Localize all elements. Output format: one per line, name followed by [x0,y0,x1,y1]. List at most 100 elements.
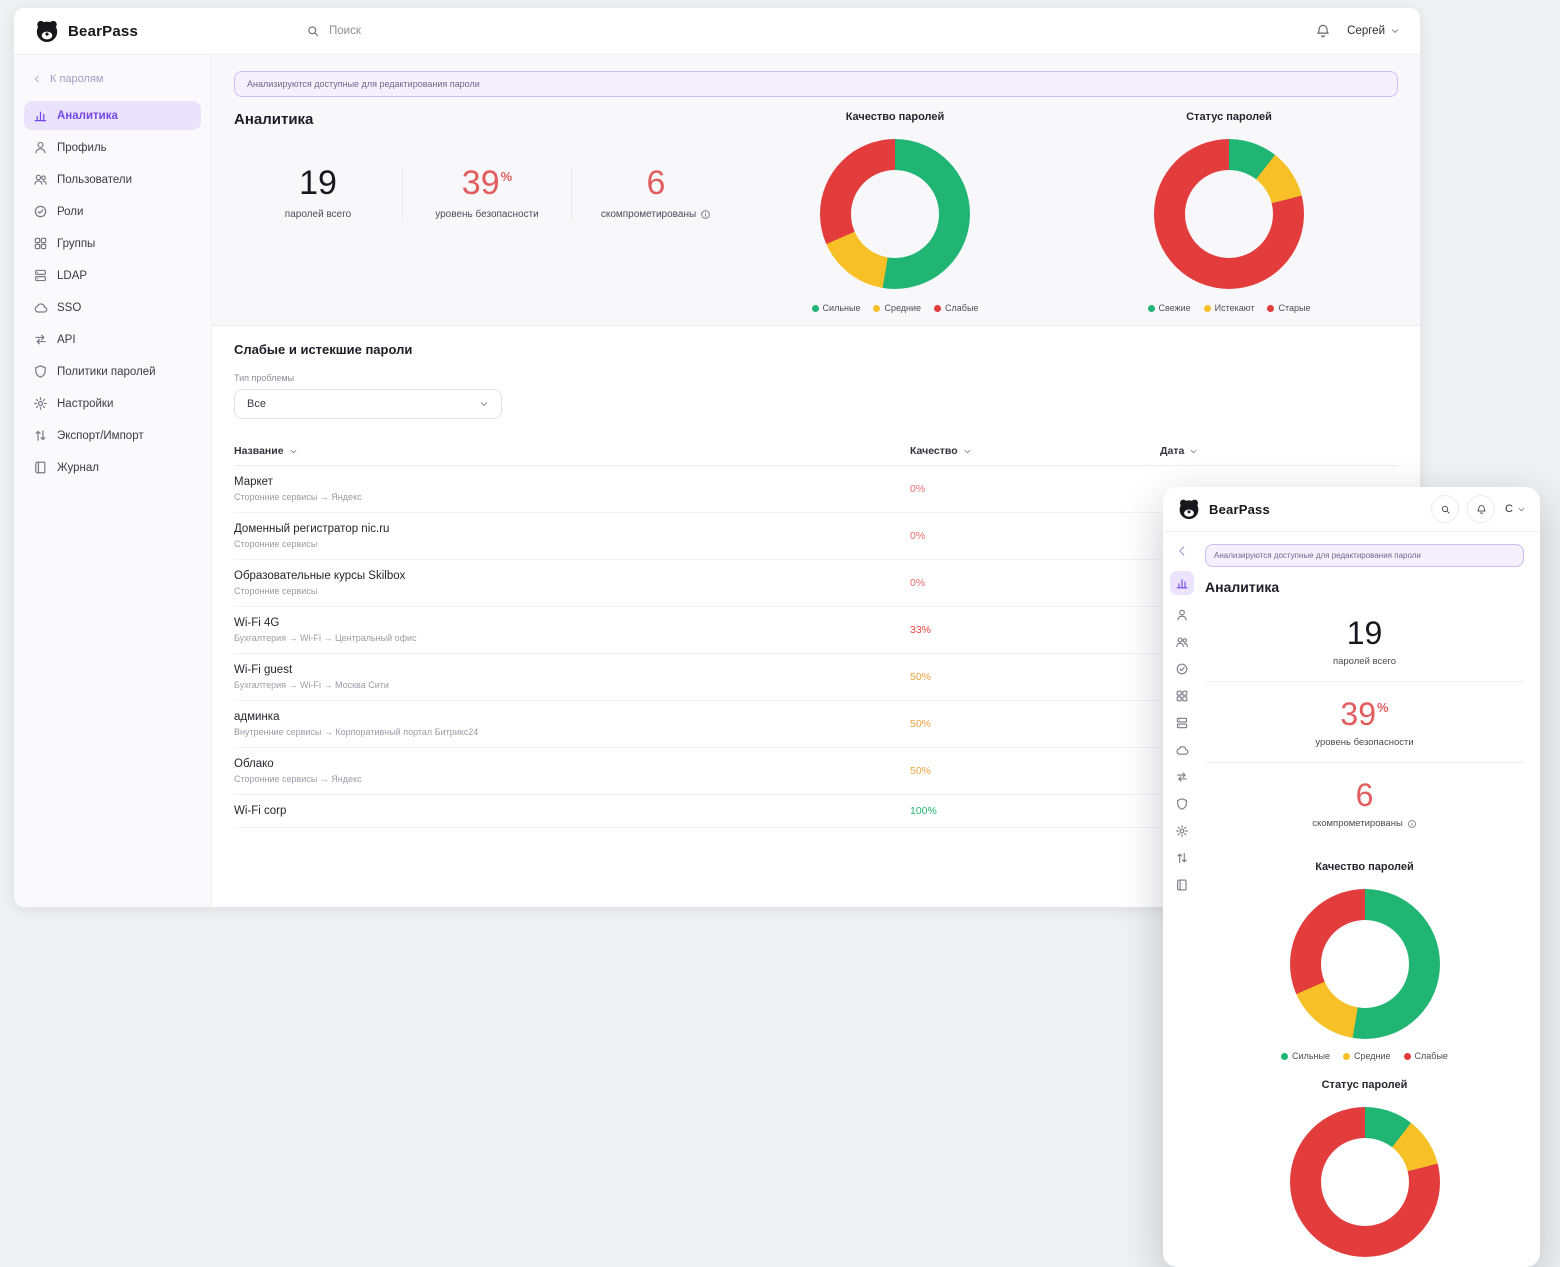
notifications-button[interactable] [1467,495,1495,523]
rail-journal-icon[interactable] [1175,878,1189,892]
rail-users-icon[interactable] [1175,635,1189,649]
stat-security-level: 39% уровень безопасности [1205,682,1524,763]
legend-item: Сильные [812,303,861,313]
row-name: Wi-Fi 4G [234,617,910,629]
rail-groups-icon[interactable] [1175,689,1189,703]
filter-label: Тип проблемы [234,373,1398,383]
stat-total-passwords: 19 паролей всего [234,166,402,220]
legend-dot [1343,1053,1350,1060]
row-name: Образовательные курсы Skilbox [234,570,910,582]
journal-icon [33,460,48,475]
users-icon [33,172,48,187]
bell-icon[interactable] [1315,23,1331,39]
back-to-passwords[interactable]: К паролям [24,67,201,91]
sidebar-item-5[interactable]: LDAP [24,261,201,290]
sidebar-item-1[interactable]: Профиль [24,133,201,162]
chart-title: Статус паролей [1094,111,1364,123]
column-name[interactable]: Название [234,437,910,466]
sidebar-item-6[interactable]: SSO [24,293,201,322]
mobile-rail [1163,532,1201,1267]
sidebar-item-3[interactable]: Роли [24,197,201,226]
sidebar-item-2[interactable]: Пользователи [24,165,201,194]
sort-caret-icon [963,447,972,456]
chevron-down-icon [1517,505,1526,514]
brand-name: BearPass [1209,502,1270,517]
sidebar-item-11[interactable]: Журнал [24,453,201,482]
stats-row: 19 паролей всего 39% уровень безопасност… [234,166,740,220]
rail-policies-icon[interactable] [1175,797,1189,811]
rail-sso-icon[interactable] [1175,743,1189,757]
legend-dot [1281,1053,1288,1060]
search-icon [306,24,320,38]
sidebar-item-10[interactable]: Экспорт/Импорт [24,421,201,450]
quality-donut-chart [820,139,970,289]
user-name: Сергей [1347,25,1385,37]
sidebar-item-7[interactable]: API [24,325,201,354]
chart-title: Статус паролей [1205,1079,1524,1091]
sidebar-item-4[interactable]: Группы [24,229,201,258]
rail-settings-icon[interactable] [1175,824,1189,838]
mobile-body: Анализируются доступные для редактирован… [1163,532,1540,1267]
legend-item: Свежие [1148,303,1191,313]
user-menu[interactable]: С [1505,503,1526,515]
analysis-banner: Анализируются доступные для редактирован… [1205,544,1524,567]
legend-dot [1267,305,1274,312]
row-path: Внутренние сервисы → Корпоративный порта… [234,727,910,737]
collapse-sidebar-button[interactable] [1175,544,1189,558]
sidebar-item-label: LDAP [57,270,87,282]
sidebar-item-0[interactable]: Аналитика [24,101,201,130]
rail-analytics-icon[interactable] [1170,571,1194,595]
row-quality: 0% [910,567,1160,599]
search-button[interactable] [1431,495,1459,523]
roles-icon [33,204,48,219]
mobile-rail-items [1170,571,1194,892]
legend-item: Средние [873,303,921,313]
status-legend: Свежие Истекают Старые [1094,303,1364,313]
info-icon[interactable] [1407,819,1417,829]
row-quality: 50% [910,755,1160,787]
status-donut-chart [1290,1107,1440,1257]
search-input[interactable] [327,24,581,38]
column-date[interactable]: Дата [1160,437,1398,466]
rail-export-icon[interactable] [1175,851,1189,865]
legend-dot [873,305,880,312]
stat-label: уровень безопасности [409,209,565,220]
user-menu[interactable]: Сергей [1347,25,1400,37]
rail-api-icon[interactable] [1175,770,1189,784]
export-icon [33,428,48,443]
info-icon[interactable] [700,209,711,220]
problem-type-select[interactable]: Все [234,389,502,419]
sidebar-item-label: Политики паролей [57,366,156,378]
stat-value: 6 [578,166,734,200]
rail-ldap-icon[interactable] [1175,716,1189,730]
sidebar-item-label: Настройки [57,398,113,410]
legend-dot [812,305,819,312]
settings-icon [33,396,48,411]
sidebar-item-8[interactable]: Политики паролей [24,357,201,386]
stat-label: скомпрометированы [578,209,734,220]
policies-icon [33,364,48,379]
row-quality: 0% [910,473,1160,505]
sidebar-item-9[interactable]: Настройки [24,389,201,418]
quality-legend: Сильные Средние Слабые [760,303,1030,313]
quality-chart-block: Качество паролей СильныеСредниеСлабые [760,111,1030,313]
status-donut-chart [1154,139,1304,289]
brand-name: BearPass [68,23,138,40]
analytics-section: Анализируются доступные для редактирован… [212,55,1420,326]
rail-roles-icon[interactable] [1175,662,1189,676]
search-bar[interactable] [306,24,616,38]
sso-icon [33,300,48,315]
legend-item: Истекают [1204,303,1255,313]
row-path: Бухгалтерия → Wi-Fi → Москва Сити [234,680,910,690]
stat-compromised: 6 скомпрометированы [1205,763,1524,843]
legend-item: Старые [1267,303,1310,313]
legend-item: Слабые [934,303,978,313]
column-quality[interactable]: Качество [910,437,1160,466]
rail-profile-icon[interactable] [1175,608,1189,622]
bell-icon [1476,504,1487,515]
row-name: админка [234,711,910,723]
status-chart-block: Статус паролей Свежие Истекают Старые [1094,111,1364,313]
brand[interactable]: BearPass [34,18,138,44]
row-name: Доменный регистратор nic.ru [234,523,910,535]
page-title: Аналитика [234,111,740,128]
